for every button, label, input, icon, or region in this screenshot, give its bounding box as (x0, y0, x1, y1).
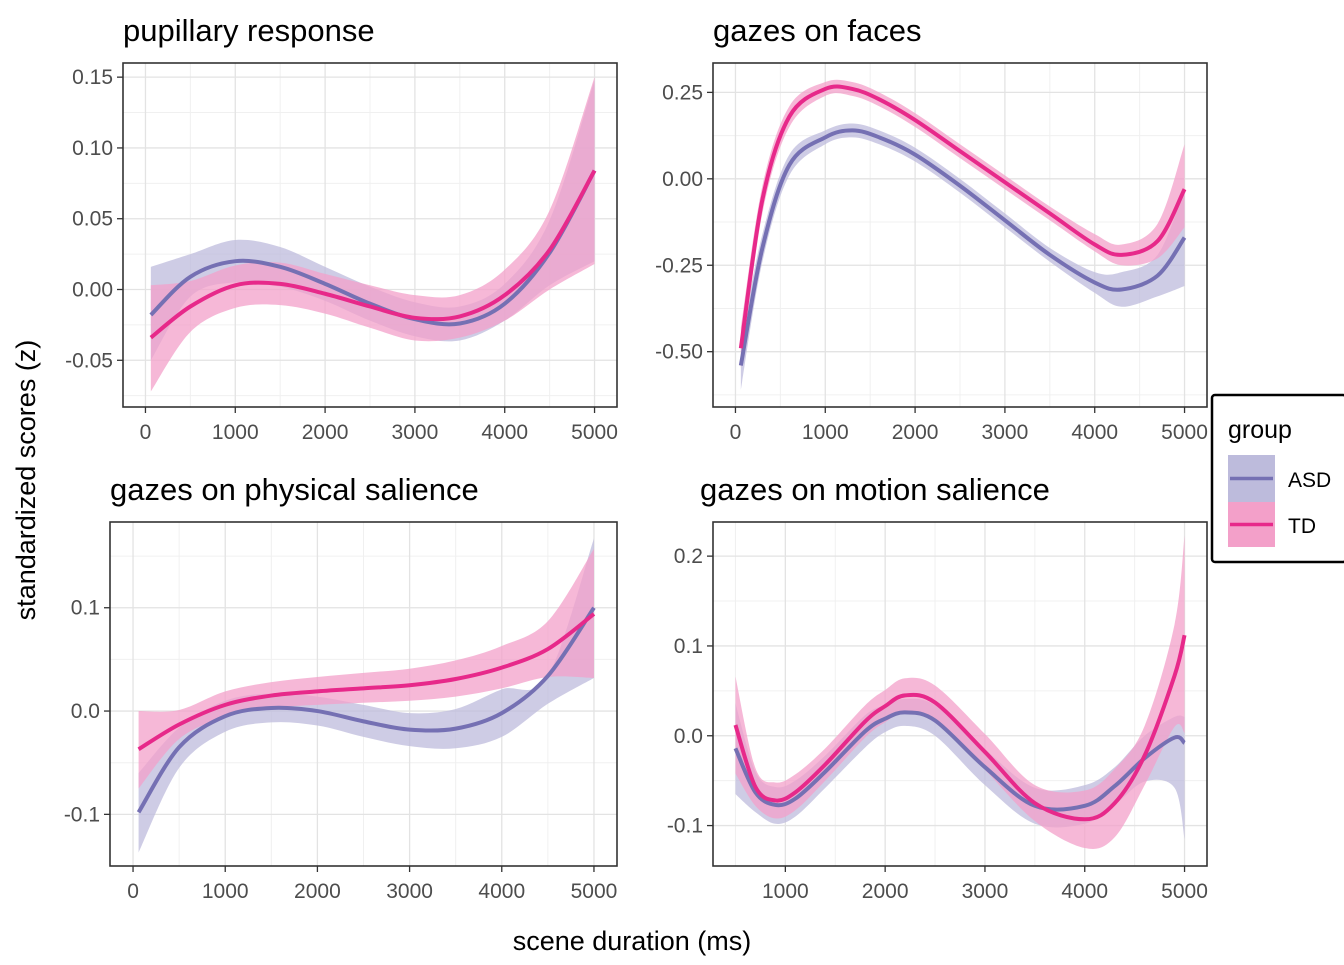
series-line-asd (136, 606, 596, 814)
x-tick-label: 3000 (982, 421, 1029, 444)
panel-border (122, 62, 618, 408)
y-axis-title: standardized scores (z) (11, 340, 41, 621)
x-tick-label: 4000 (478, 880, 525, 903)
y-tick-label: 0.15 (72, 66, 113, 89)
x-tick-label: 3000 (962, 880, 1009, 903)
series-line-td (149, 169, 597, 340)
x-tick-label: 2000 (294, 880, 341, 903)
x-tick-label: 4000 (1061, 880, 1108, 903)
series-line-td (738, 84, 1187, 349)
x-tick-label: 3000 (392, 421, 439, 444)
panel-title: gazes on motion salience (700, 472, 1050, 507)
y-tick-label: -0.50 (655, 341, 703, 364)
x-tick-label: 3000 (386, 880, 433, 903)
confidence-band-td (735, 535, 1185, 849)
series-layer (136, 538, 596, 853)
x-tick-label: 4000 (1071, 421, 1118, 444)
y-tick-label: -0.05 (65, 349, 113, 372)
x-tick-label: 5000 (1161, 880, 1208, 903)
x-tick-label: 1000 (762, 880, 809, 903)
y-tick-label: -0.1 (64, 803, 100, 826)
x-axis-title: scene duration (ms) (513, 926, 752, 956)
confidence-band-td (150, 77, 595, 392)
y-tick-label: -0.25 (655, 254, 703, 277)
panel-gazes-on-faces: gazes on faces 0 1000 2000 3000 4000 5000 -0.5… (655, 13, 1208, 444)
x-tick-label: 2000 (862, 880, 909, 903)
panel-title: gazes on faces (713, 13, 922, 48)
y-tick-label: 0.0 (71, 700, 100, 723)
panel-border (712, 521, 1208, 867)
y-tick-label: 0.00 (662, 168, 703, 191)
y-tick-label: 0.0 (674, 725, 703, 748)
y-tick-label: -0.1 (667, 815, 703, 838)
panel-plot-area: 0 1000 2000 3000 4000 5000 -0.1 0.0 0.1 (64, 521, 618, 903)
x-tick-label: 2000 (302, 421, 349, 444)
series-line-asd (149, 169, 597, 327)
series-layer (733, 535, 1187, 849)
x-tick-label: 1000 (212, 421, 259, 444)
x-tick-label: 1000 (202, 880, 249, 903)
legend-label: ASD (1288, 469, 1331, 492)
x-tick-label: 5000 (1161, 421, 1208, 444)
y-tick-label: 0.2 (674, 545, 703, 568)
panel-gazes-on-physical-salience: gazes on physical salience 0 1000 2000 3000… (64, 472, 618, 903)
legend-item-td: TD (1228, 502, 1316, 547)
x-tick-label: 0 (730, 421, 742, 444)
confidence-band-asd (138, 538, 594, 853)
panel-plot-area: 0 1000 2000 3000 4000 5000 -0.05 0.00 0.05 0.10 0.… (65, 62, 618, 444)
series-layer (149, 77, 597, 392)
y-tick-label: 0.25 (662, 81, 703, 104)
x-tick-label: 0 (140, 421, 152, 444)
y-tick-label: 0.1 (674, 635, 703, 658)
panel-gazes-on-motion-salience: gazes on motion salience 1000 2000 3000 400… (667, 472, 1208, 903)
panel-pupillary-response: pupillary response 0 1000 2000 3000 4000 5000… (65, 13, 618, 444)
x-tick-label: 1000 (802, 421, 849, 444)
y-tick-label: 0.00 (72, 279, 113, 302)
legend: group ASD TD (1210, 393, 1344, 564)
panel-plot-area: 1000 2000 3000 4000 5000 -0.1 0.0 0.1 0.2 (667, 521, 1208, 903)
y-tick-label: 0.1 (71, 597, 100, 620)
legend-label: TD (1288, 515, 1316, 538)
panel-border (712, 62, 1208, 408)
legend-title: group (1228, 416, 1292, 444)
panel-title: pupillary response (123, 13, 375, 48)
panel-plot-area: 0 1000 2000 3000 4000 5000 -0.50 -0.25 0.00 0.25 (655, 62, 1208, 444)
x-tick-label: 5000 (571, 880, 618, 903)
x-tick-label: 4000 (481, 421, 528, 444)
x-tick-label: 0 (127, 880, 139, 903)
y-tick-label: 0.10 (72, 137, 113, 160)
series-line-asd (738, 128, 1187, 366)
series-layer (738, 79, 1187, 390)
series-line-asd (733, 710, 1186, 812)
panel-border (109, 521, 618, 867)
panel-title: gazes on physical salience (110, 472, 479, 507)
x-tick-label: 5000 (571, 421, 618, 444)
series-line-td (137, 612, 596, 751)
x-tick-label: 2000 (892, 421, 939, 444)
y-tick-label: 0.05 (72, 208, 113, 231)
series-line-td (733, 634, 1187, 822)
legend-item-asd: ASD (1228, 455, 1331, 502)
